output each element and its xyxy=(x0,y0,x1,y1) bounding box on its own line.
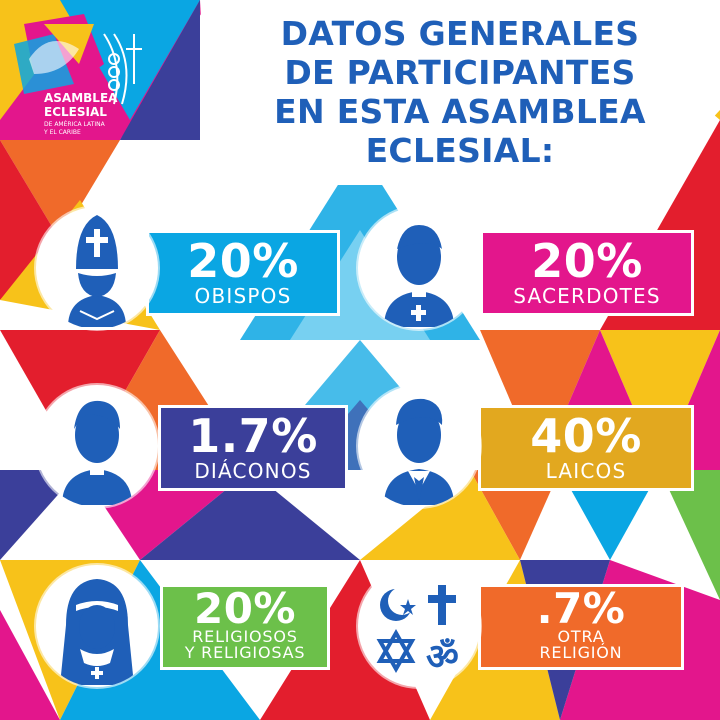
stat-category: DIÁCONOS xyxy=(194,459,312,483)
stat-label-diaconos: 1.7% DIÁCONOS xyxy=(158,405,348,491)
stat-icon-circle xyxy=(36,385,158,507)
stat-percent: .7% xyxy=(536,584,626,633)
logo-line4: Y EL CARIBE xyxy=(43,129,81,136)
svg-text:ॐ: ॐ xyxy=(426,637,459,678)
stat-icon-circle xyxy=(358,207,480,329)
layperson-icon xyxy=(384,398,454,505)
stat-category: SACERDOTES xyxy=(513,284,661,308)
stat-label-religiosos: 20% RELIGIOSOS Y RELIGIOSAS xyxy=(160,584,330,670)
stat-icon-circle: ॐ xyxy=(358,565,480,687)
stat-percent: 40% xyxy=(530,409,642,463)
title-line4: ECLESIAL: xyxy=(365,131,555,170)
page-title: DATOS GENERALES DE PARTICIPANTES EN ESTA… xyxy=(222,14,698,170)
om-icon: ॐ xyxy=(426,637,459,678)
bishop-icon xyxy=(68,215,126,327)
stat-label-obispos: 20% OBISPOS xyxy=(146,230,340,316)
stat-percent: 20% xyxy=(531,234,643,288)
stat-label-otra-religion: .7% OTRA RELIGIÓN xyxy=(478,584,684,670)
logo-line3: DE AMÉRICA LATINA xyxy=(44,120,106,128)
star-of-david-icon xyxy=(376,628,416,674)
stat-percent: 20% xyxy=(187,234,299,288)
stat-category-line1: OTRA xyxy=(557,627,605,646)
title-line1: DATOS GENERALES xyxy=(280,14,640,53)
deacon-icon xyxy=(62,400,132,505)
stat-category-line2: RELIGIÓN xyxy=(539,643,623,662)
stat-percent: 1.7% xyxy=(188,409,318,463)
logo-line2: ECLESIAL xyxy=(44,105,107,119)
cross-emblem-icon xyxy=(103,33,142,105)
stat-percent: 20% xyxy=(193,584,297,633)
nun-icon xyxy=(60,579,134,685)
stat-icon-circle xyxy=(36,565,158,687)
cross-icon xyxy=(428,585,456,625)
stat-category-line2: Y RELIGIOSAS xyxy=(184,643,306,662)
title-line3: EN ESTA ASAMBLEA xyxy=(274,92,646,131)
priest-icon xyxy=(384,225,454,327)
stat-category: LAICOS xyxy=(545,459,627,483)
stat-icon-circle xyxy=(358,385,480,507)
asamblea-eclesial-logo: ASAMBLEA ECLESIAL DE AMÉRICA LATINA Y EL… xyxy=(14,14,142,136)
stat-label-laicos: 40% LAICOS xyxy=(478,405,694,491)
stat-label-sacerdotes: 20% SACERDOTES xyxy=(480,230,694,316)
title-line2: DE PARTICIPANTES xyxy=(284,53,636,92)
stat-category-line1: RELIGIOSOS xyxy=(192,627,298,646)
religious-symbols-icon: ॐ xyxy=(376,585,459,678)
crescent-star-icon xyxy=(380,587,416,621)
stat-category: OBISPOS xyxy=(194,284,292,308)
logo-line1: ASAMBLEA xyxy=(44,91,118,105)
stat-icon-circle xyxy=(36,207,158,329)
